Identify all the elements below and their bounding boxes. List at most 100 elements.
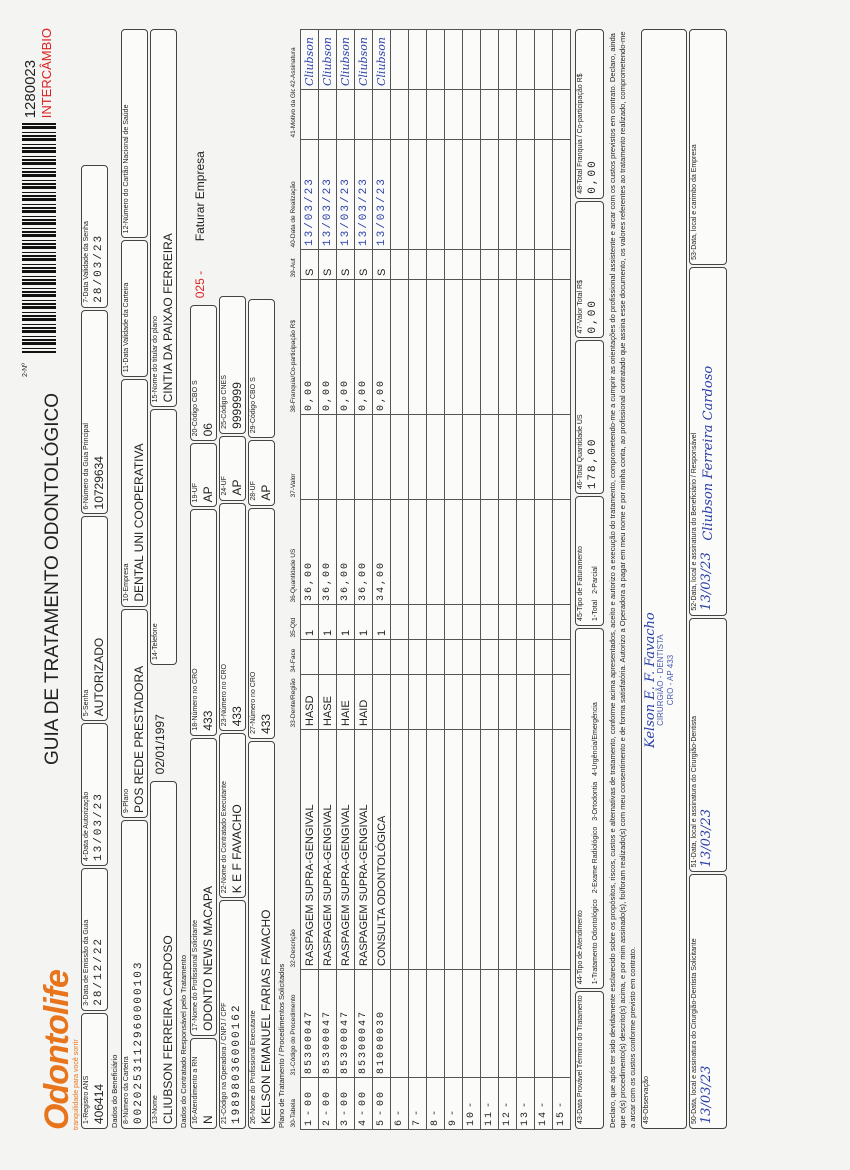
field-label: 19-UF [192,482,199,503]
cell [480,729,499,970]
cell [534,89,553,140]
row-dash: - [412,1107,423,1116]
cell [480,969,499,1078]
cell [516,674,535,730]
number-label: 2-Nº [22,363,29,378]
options: 1-Tratamento Odontológico 2-Exame Radioló… [585,633,604,984]
row: 50-Data, local e assinatura do Cirurgião… [688,28,728,1130]
section-heading: Dados do Contratado Responsável pelo Tra… [179,954,188,1128]
cell: 8- [426,1077,445,1130]
field: 02/01/1997 [150,667,177,779]
row-number: 4 [358,1117,369,1126]
cell-value: HAID [357,699,370,726]
row-number: 3 [340,1117,351,1126]
field-label: 50-Data, local e assinatura do Cirurgião… [691,938,698,1124]
column-header: 39-Aut [290,258,297,278]
field: 26-Nome do Profissional Executante KELSON… [248,740,275,1129]
cell [318,639,337,675]
field-value: 025 - [193,270,207,299]
cell: 36,00 [336,499,355,605]
row-dash: - [520,1099,531,1108]
cell [552,674,571,730]
field-value: 10729634 [92,456,106,510]
cell [534,729,553,970]
row: 21-Código na Operadora / CNPJ / CPF 19898… [218,28,247,1130]
procedure-row: 5-00 81000030 CONSULTA ODONTOLÓGICA 1 34,00 0… [372,29,391,1130]
guide-number: 2-Nº 1280023 INTERCÂMBIO [22,28,56,383]
field-label: 49-Observação [643,1076,650,1124]
header: Odontolife tranquilidade para você sorri… [22,28,80,1130]
header-row: 30-Tabela 31-Código do Procedimento 32-Des… [287,30,301,1130]
row-dash: - [376,1107,387,1116]
cell [372,414,391,500]
cell [498,139,517,250]
cell [408,499,427,605]
cell [426,89,445,140]
cell [534,139,553,250]
cell: 81000030 [372,969,391,1078]
column-header: 32-Descrição [290,929,297,968]
cell [552,499,571,605]
cell [534,279,553,415]
field-label: 24-UF [221,476,228,496]
field: 13-Nome CLIUBSON FERREIRA CARDOSO [150,781,177,1129]
cell [408,969,427,1078]
cell [354,89,373,140]
field-label: 28-UF [250,481,257,501]
cell-value: 85300047 [322,1009,333,1074]
field-label: 3-Data de Emissão da Guia [83,919,90,1006]
field-label: 53-Data, local e carimbo da Empresa [691,144,698,260]
cell [498,414,517,500]
cell [516,249,535,280]
cell: 1 [354,604,373,640]
cell-value: Cliubson [339,37,352,86]
cell-value: 0,00 [322,378,333,411]
cell [552,604,571,640]
cell [462,729,481,970]
cell [354,639,373,675]
cell: 1 [372,604,391,640]
cell [390,414,409,500]
cell [336,89,355,140]
field: 3-Data de Emissão da Guia 28/12/22 [81,868,108,1011]
cell-value: RASPAGEM SUPRA-GENGIVAL [339,804,352,966]
cell-value: 0,00 [358,378,369,411]
column-header: 42-Assinatura [290,47,297,88]
field-label: 25-Código CNES [221,375,228,429]
cell: Cliubson [354,29,373,90]
field-value: N [201,1115,215,1124]
cell [462,604,481,640]
row-dash: - [484,1099,495,1108]
cell [390,29,409,90]
field-label: 6-Número da Guia Principal [83,423,90,510]
cell [552,139,571,250]
cell [534,639,553,675]
cell [300,414,319,500]
cell-value: 85300047 [340,1009,351,1074]
cell: S [318,249,337,280]
field-label: 18-Número no CRO [192,668,199,731]
field-label: 4-Data de Autorização [83,791,90,861]
cell [552,89,571,140]
cell-value: 00 [358,1089,369,1106]
field-label: 15-Nome do titular do plano [152,316,159,403]
row-number: 10 [466,1109,477,1126]
row-number: 6 [394,1117,405,1126]
cell [516,29,535,90]
field-value: CINTIA DA PAIXAO FERREIRA [161,233,175,403]
row: 8-Número da Carteira 0020253112960000103 … [120,28,149,1130]
cell [534,414,553,500]
cell [534,604,553,640]
option: 2-Exame Radiológico [592,826,599,894]
cell [444,674,463,730]
field: 14-Telefone [150,409,177,665]
cell [480,29,499,90]
cell [390,499,409,605]
cell-value: Cliubson [321,37,334,86]
row: 1-Registro ANS 406414 3-Data de Emissão d… [80,28,109,1130]
row-number: 14 [538,1109,549,1126]
cell [426,499,445,605]
cell [408,604,427,640]
cell [552,414,571,500]
